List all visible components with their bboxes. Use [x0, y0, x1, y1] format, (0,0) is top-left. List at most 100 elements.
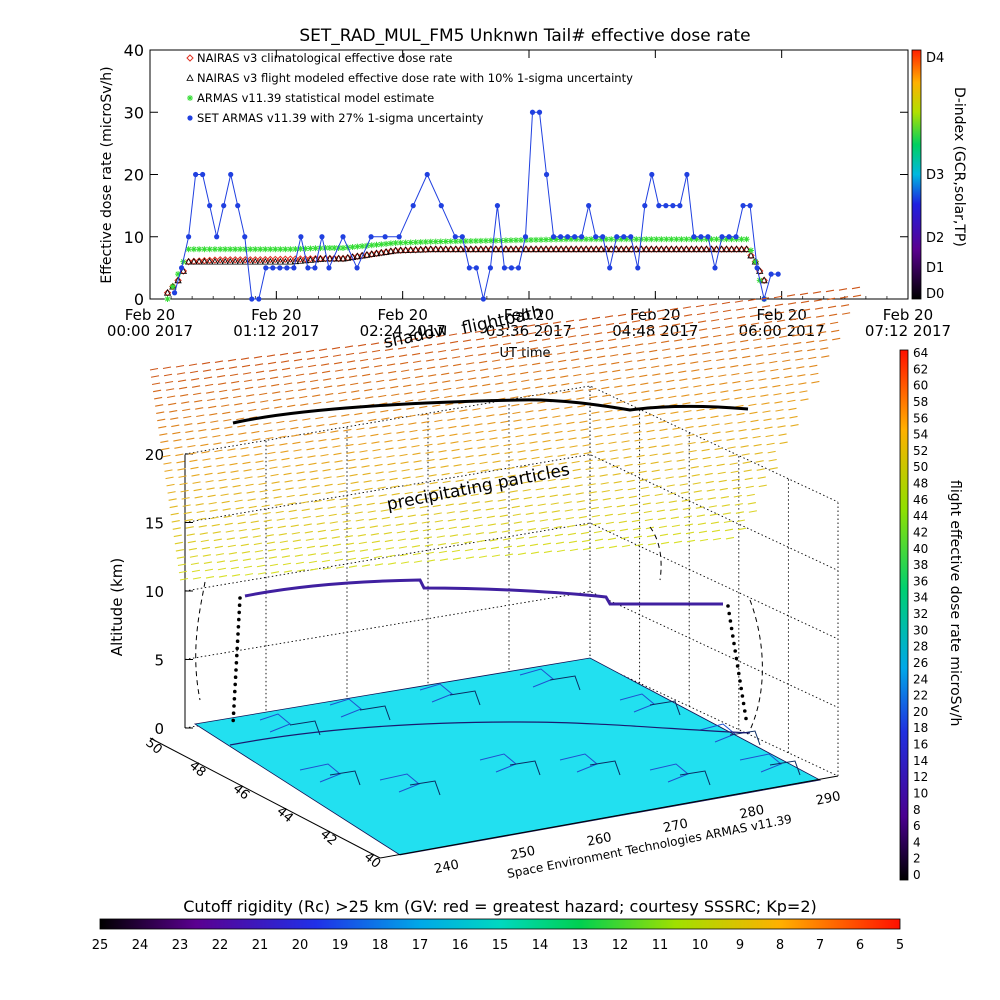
data-point	[647, 245, 656, 253]
data-point	[287, 246, 294, 253]
dose-sheet-dash	[535, 385, 544, 389]
data-point	[663, 236, 670, 243]
dose-sheet-dash	[402, 376, 411, 380]
dose-sheet-dash	[333, 551, 343, 554]
climb-dot	[235, 646, 239, 651]
dose-sheet-dash	[293, 546, 302, 550]
dose-sheet-dash	[681, 499, 690, 502]
dose-sheet-dash	[607, 537, 617, 541]
dose-sheet-dash	[453, 464, 462, 467]
dose-sheet-dash	[649, 453, 658, 457]
dose-sheet-dash	[228, 552, 237, 555]
dose-sheet-dash	[428, 474, 437, 477]
data-point	[691, 234, 697, 240]
dose-sheet-dash	[509, 490, 518, 493]
data-point	[648, 236, 655, 243]
dose-sheet-dash	[373, 456, 382, 459]
dose-sheet-dash	[750, 419, 759, 423]
dose-sheet-dash	[725, 430, 734, 433]
data-point	[222, 246, 229, 253]
dose-sheet-dash	[618, 321, 628, 325]
data-point	[354, 265, 360, 271]
dose-sheet-dash	[478, 555, 488, 559]
dose-sheet-dash	[351, 488, 360, 492]
dose-sheet-dash	[352, 397, 361, 401]
dose-sheet-dash	[786, 294, 796, 297]
dose-sheet-dash	[482, 484, 491, 488]
dose-sheet-dash	[521, 481, 530, 484]
dose-sheet-dash	[199, 436, 208, 439]
x-tick-label-date: Feb 20	[883, 306, 933, 324]
dose-sheet-dash	[640, 382, 649, 386]
dose-sheet-dash	[790, 424, 799, 427]
dose-sheet-dash	[575, 492, 584, 495]
data-point	[547, 245, 555, 253]
dose-sheet-dash	[408, 522, 417, 525]
dose-sheet-dash	[791, 326, 800, 329]
dose-sheet-dash	[700, 440, 709, 444]
dose-sheet-dash	[330, 528, 339, 532]
data-point	[703, 236, 710, 243]
data-point	[708, 236, 715, 243]
data-point	[447, 245, 455, 253]
dose-sheet-dash	[308, 560, 318, 564]
dose-sheet-dash	[249, 513, 258, 516]
dose-sheet-dash	[247, 498, 256, 501]
dose-sheet-dash	[735, 511, 744, 514]
data-point	[256, 296, 262, 302]
dose-sheet-dash	[646, 534, 656, 538]
descent-dot	[729, 626, 734, 631]
dose-sheet-row	[153, 312, 851, 393]
dose-sheet-dash	[262, 511, 271, 515]
data-point	[251, 256, 259, 264]
data-point	[588, 236, 595, 243]
descent-dot	[726, 604, 730, 608]
data-point	[652, 245, 661, 253]
dose-sheet-dash	[662, 348, 671, 351]
dose-sheet-dash	[218, 382, 227, 385]
dose-sheet-dash	[345, 542, 354, 546]
dose-sheet-dash	[292, 351, 302, 354]
dose-sheet-dash	[285, 389, 294, 393]
dose-sheet-dash	[411, 352, 421, 356]
dose-sheet-dash	[625, 471, 634, 475]
data-point	[200, 257, 209, 265]
data-point	[276, 257, 285, 265]
dose-colorbar-title: flight effective dose rate microSv/h	[947, 480, 963, 726]
dose-sheet-dash	[248, 408, 257, 412]
dose-sheet-dash	[626, 479, 635, 483]
y-tick-label: 46	[230, 781, 252, 803]
data-point	[672, 245, 681, 253]
data-point	[677, 245, 686, 253]
x-tick-label-time: 01:12 2017	[233, 322, 319, 340]
dose-sheet-dash	[608, 441, 617, 445]
data-point	[402, 246, 410, 253]
data-point	[747, 203, 753, 209]
dose-sheet-dash	[547, 376, 556, 380]
data-point	[261, 255, 270, 264]
dose-sheet-dash	[165, 476, 174, 480]
dose-sheet-dash	[762, 410, 771, 413]
dose-sheet-dash	[631, 519, 640, 523]
dose-sheet-dash	[370, 342, 380, 345]
dose-sheet-dash	[331, 437, 340, 441]
dose-sheet-dash	[325, 393, 334, 396]
dose-sheet-dash	[604, 513, 613, 517]
dose-sheet-dash	[647, 542, 657, 546]
dose-sheet-dash	[215, 553, 224, 556]
data-point	[301, 255, 310, 263]
dose-sheet-dash	[489, 538, 499, 542]
dose-sheet-dash	[473, 516, 482, 520]
data-point	[768, 271, 774, 277]
dose-sheet-dash	[371, 349, 381, 353]
dose-sheet-dash	[505, 459, 514, 462]
dose-sheet-dash	[515, 434, 524, 438]
map-feature	[479, 753, 517, 773]
dose-sheet-dash	[559, 469, 568, 473]
dose-sheet-dash	[676, 459, 685, 462]
dose-sheet-dash	[643, 510, 652, 514]
dose-sheet-dash	[287, 502, 296, 505]
data-point	[548, 236, 555, 243]
dose-sheet-dash	[533, 370, 542, 373]
climb-dot	[234, 661, 239, 665]
